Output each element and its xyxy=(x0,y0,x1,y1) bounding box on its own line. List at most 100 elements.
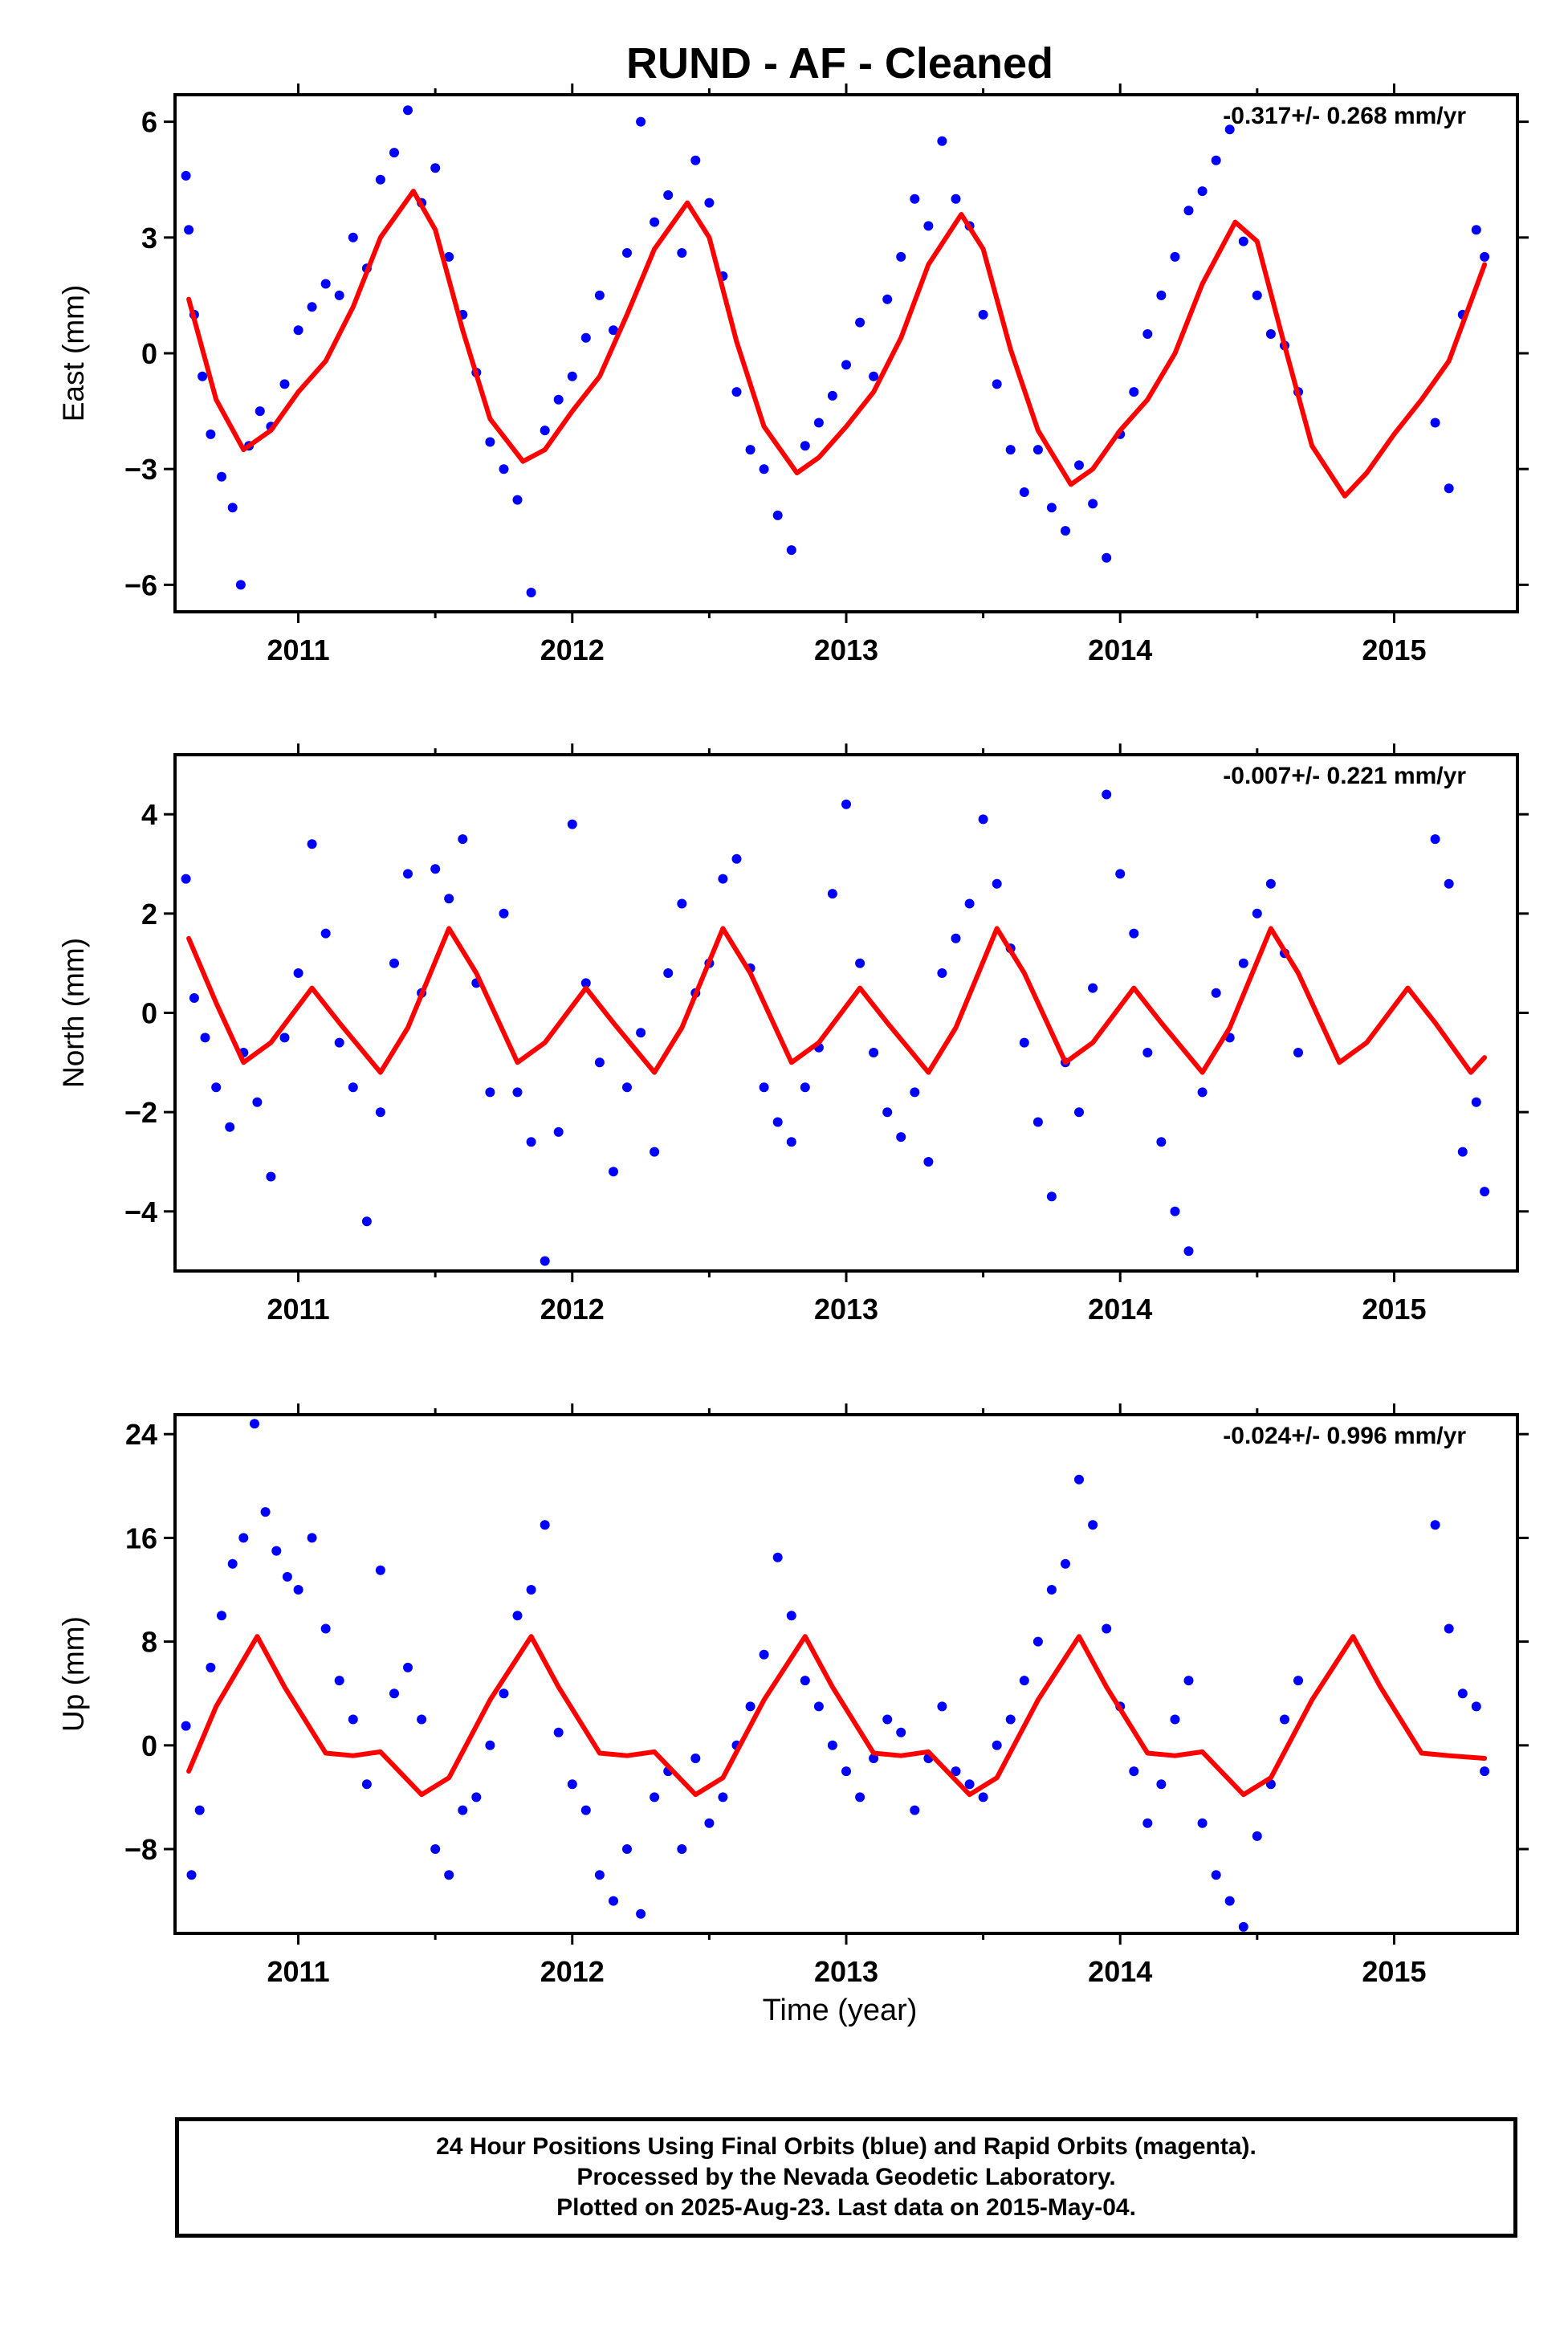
north-data-point xyxy=(1238,958,1248,968)
north-data-point xyxy=(786,1137,796,1147)
north-data-point xyxy=(1129,928,1139,939)
north-data-point xyxy=(731,853,742,864)
up-data-point xyxy=(282,1571,292,1582)
east-data-point xyxy=(553,394,564,405)
east-data-point xyxy=(772,510,783,520)
up-data-point xyxy=(485,1740,495,1750)
up-data-point xyxy=(227,1558,238,1569)
east-data-point xyxy=(444,251,454,262)
north-data-point xyxy=(334,1037,344,1048)
up-y-tick-label: 24 xyxy=(125,1418,157,1451)
up-data-point xyxy=(594,1870,605,1880)
east-data-point xyxy=(1102,552,1112,563)
north-data-point xyxy=(1019,1037,1029,1048)
north-rate-label: -0.007+/- 0.221 mm/yr xyxy=(1223,763,1466,789)
east-data-point xyxy=(650,217,660,227)
up-data-point xyxy=(786,1611,796,1621)
east-data-point xyxy=(512,495,523,505)
east-x-tick-label: 2011 xyxy=(267,633,329,666)
east-y-tick-label: 0 xyxy=(141,337,157,370)
east-data-point xyxy=(1088,499,1098,509)
north-y-tick-label: 4 xyxy=(141,798,157,831)
east-data-point xyxy=(882,294,893,304)
up-data-point xyxy=(937,1701,947,1712)
north-data-point xyxy=(1156,1137,1167,1147)
north-data-point xyxy=(759,1082,769,1093)
up-data-point xyxy=(622,1844,632,1854)
north-data-point xyxy=(1480,1187,1490,1197)
east-data-point xyxy=(348,232,358,242)
east-data-point xyxy=(1197,186,1208,197)
north-data-point xyxy=(1032,1117,1043,1127)
east-data-point xyxy=(1471,225,1481,235)
up-data-point xyxy=(677,1844,687,1854)
east-data-point xyxy=(1046,503,1057,513)
east-data-point xyxy=(206,429,216,439)
up-data-point xyxy=(1238,1921,1248,1932)
north-data-point xyxy=(1115,869,1126,879)
north-x-tick-label: 2013 xyxy=(814,1293,878,1326)
up-data-point xyxy=(567,1779,577,1790)
east-data-point xyxy=(594,290,605,300)
up-data-point xyxy=(260,1507,271,1517)
footer-line-1: 24 Hour Positions Using Final Orbits (bl… xyxy=(436,2133,1256,2160)
up-data-point xyxy=(1252,1831,1262,1841)
north-data-point xyxy=(882,1107,893,1118)
up-data-point xyxy=(690,1754,701,1763)
east-data-point xyxy=(235,580,246,590)
up-data-point xyxy=(526,1585,536,1595)
panel-up: −8 0 8 16 24 2011 2012 2013 2014 2015 Up (mm) -0.02… xyxy=(57,1403,1529,1988)
up-data-point xyxy=(540,1520,550,1530)
north-data-point xyxy=(1183,1246,1194,1257)
north-data-point xyxy=(444,894,454,904)
up-data-point xyxy=(293,1585,303,1595)
east-data-point xyxy=(1444,483,1454,494)
north-data-point xyxy=(307,839,317,849)
north-data-point xyxy=(1457,1147,1468,1157)
north-data-point xyxy=(1074,1107,1084,1118)
north-data-point xyxy=(189,993,199,1003)
north-data-point xyxy=(827,889,837,899)
north-data-point xyxy=(389,958,399,968)
north-data-point xyxy=(978,814,988,825)
north-y-tick-label: −2 xyxy=(124,1096,157,1129)
up-data-point xyxy=(704,1818,715,1828)
up-data-point xyxy=(841,1766,851,1777)
up-data-point xyxy=(1183,1676,1194,1686)
east-data-point xyxy=(636,116,646,127)
east-data-point xyxy=(1142,329,1153,339)
east-data-point xyxy=(1170,251,1180,262)
east-y-tick-label: 3 xyxy=(141,222,157,255)
east-data-point xyxy=(430,163,441,173)
up-data-point xyxy=(772,1552,783,1562)
east-data-point xyxy=(389,148,399,158)
up-data-point xyxy=(978,1792,988,1802)
north-data-point xyxy=(266,1171,276,1182)
east-data-point xyxy=(622,248,632,258)
north-data-point xyxy=(923,1157,934,1167)
east-data-point xyxy=(375,174,385,185)
east-data-point xyxy=(855,317,865,328)
east-data-point xyxy=(745,445,755,455)
east-data-point xyxy=(293,325,303,336)
north-data-point xyxy=(951,933,961,943)
east-x-tick-label: 2013 xyxy=(814,633,878,666)
north-data-point xyxy=(252,1097,263,1107)
north-data-point xyxy=(663,968,674,978)
north-data-point xyxy=(430,864,441,874)
east-data-point xyxy=(227,503,238,513)
north-data-point xyxy=(375,1107,385,1118)
north-data-point xyxy=(869,1048,879,1057)
up-data-point xyxy=(1032,1636,1043,1647)
east-data-point xyxy=(526,588,536,597)
up-data-point xyxy=(951,1766,961,1777)
east-data-point xyxy=(869,371,879,381)
up-data-point xyxy=(553,1727,564,1737)
north-data-point xyxy=(361,1216,372,1227)
up-data-point xyxy=(471,1792,482,1802)
up-rate-label: -0.024+/- 0.996 mm/yr xyxy=(1223,1423,1466,1449)
up-data-point xyxy=(869,1754,879,1763)
north-data-point xyxy=(512,1087,523,1098)
north-data-point xyxy=(580,978,591,988)
up-y-tick-label: 16 xyxy=(125,1521,157,1554)
